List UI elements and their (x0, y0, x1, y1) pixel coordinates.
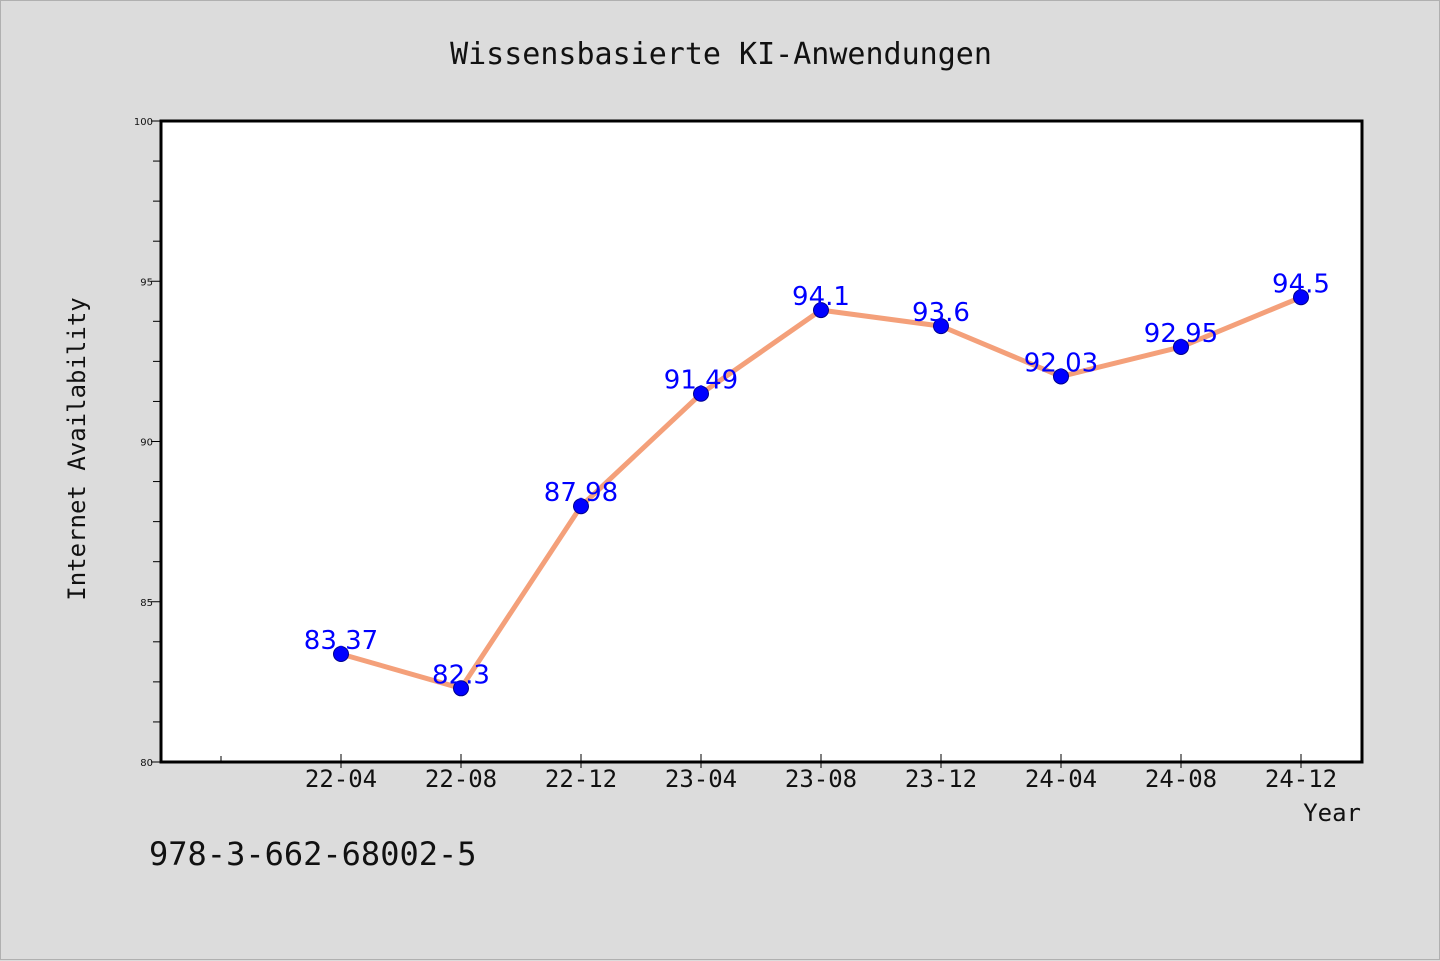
data-point (1173, 338, 1189, 355)
data-label: 91.49 (664, 366, 738, 396)
x-tick-label: 22-12 (545, 765, 617, 793)
y-axis: 80 85 90 95 100 (134, 117, 161, 769)
data-point (573, 498, 589, 515)
x-tick-label: 22-04 (305, 765, 377, 793)
y-tick-label: 95 (140, 277, 153, 288)
data-label: 82.3 (432, 660, 490, 690)
data-label: 94.1 (792, 282, 850, 312)
data-point (1293, 289, 1309, 306)
x-axis: 22-04 22-08 22-12 23-04 23-08 23-12 24-04 24-08… (220, 754, 1337, 793)
plot-area (159, 119, 1364, 764)
data-point (813, 302, 829, 319)
x-axis-label: Year (1303, 799, 1361, 827)
data-point (453, 680, 469, 697)
y-tick-label: 85 (140, 598, 153, 609)
chart-title: Wissensbasierte KI-Anwendungen (450, 37, 992, 72)
x-tick-label: 24-12 (1265, 765, 1337, 793)
data-point (693, 385, 709, 402)
data-labels: 83.37 82.3 87.98 91.49 94.1 93.6 92.03 92.95 94.… (304, 269, 1330, 690)
data-label: 93.6 (912, 298, 970, 328)
x-tick-label: 23-08 (785, 765, 857, 793)
x-tick-label: 24-04 (1025, 765, 1097, 793)
data-label: 92.03 (1024, 348, 1098, 378)
y-tick-label: 100 (134, 117, 153, 128)
data-point (1053, 368, 1069, 385)
data-point (333, 645, 349, 662)
data-label: 94.5 (1272, 269, 1330, 299)
data-markers (333, 289, 1309, 697)
data-point (933, 318, 949, 335)
data-label: 87.98 (544, 478, 618, 508)
x-tick-label: 23-12 (905, 765, 977, 793)
x-tick-label: 23-04 (665, 765, 737, 793)
y-tick-label: 80 (140, 758, 153, 769)
isbn-text: 978-3-662-68002-5 (149, 835, 477, 873)
y-axis-label: Internet Availability (63, 297, 91, 600)
data-label: 83.37 (304, 626, 378, 656)
y-tick-label: 90 (140, 438, 153, 449)
x-tick-label: 24-08 (1145, 765, 1217, 793)
data-label: 92.95 (1144, 319, 1218, 349)
x-tick-label: 22-08 (425, 765, 497, 793)
